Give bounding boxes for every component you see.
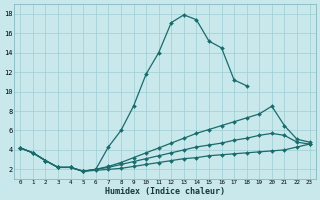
X-axis label: Humidex (Indice chaleur): Humidex (Indice chaleur) [105, 187, 225, 196]
